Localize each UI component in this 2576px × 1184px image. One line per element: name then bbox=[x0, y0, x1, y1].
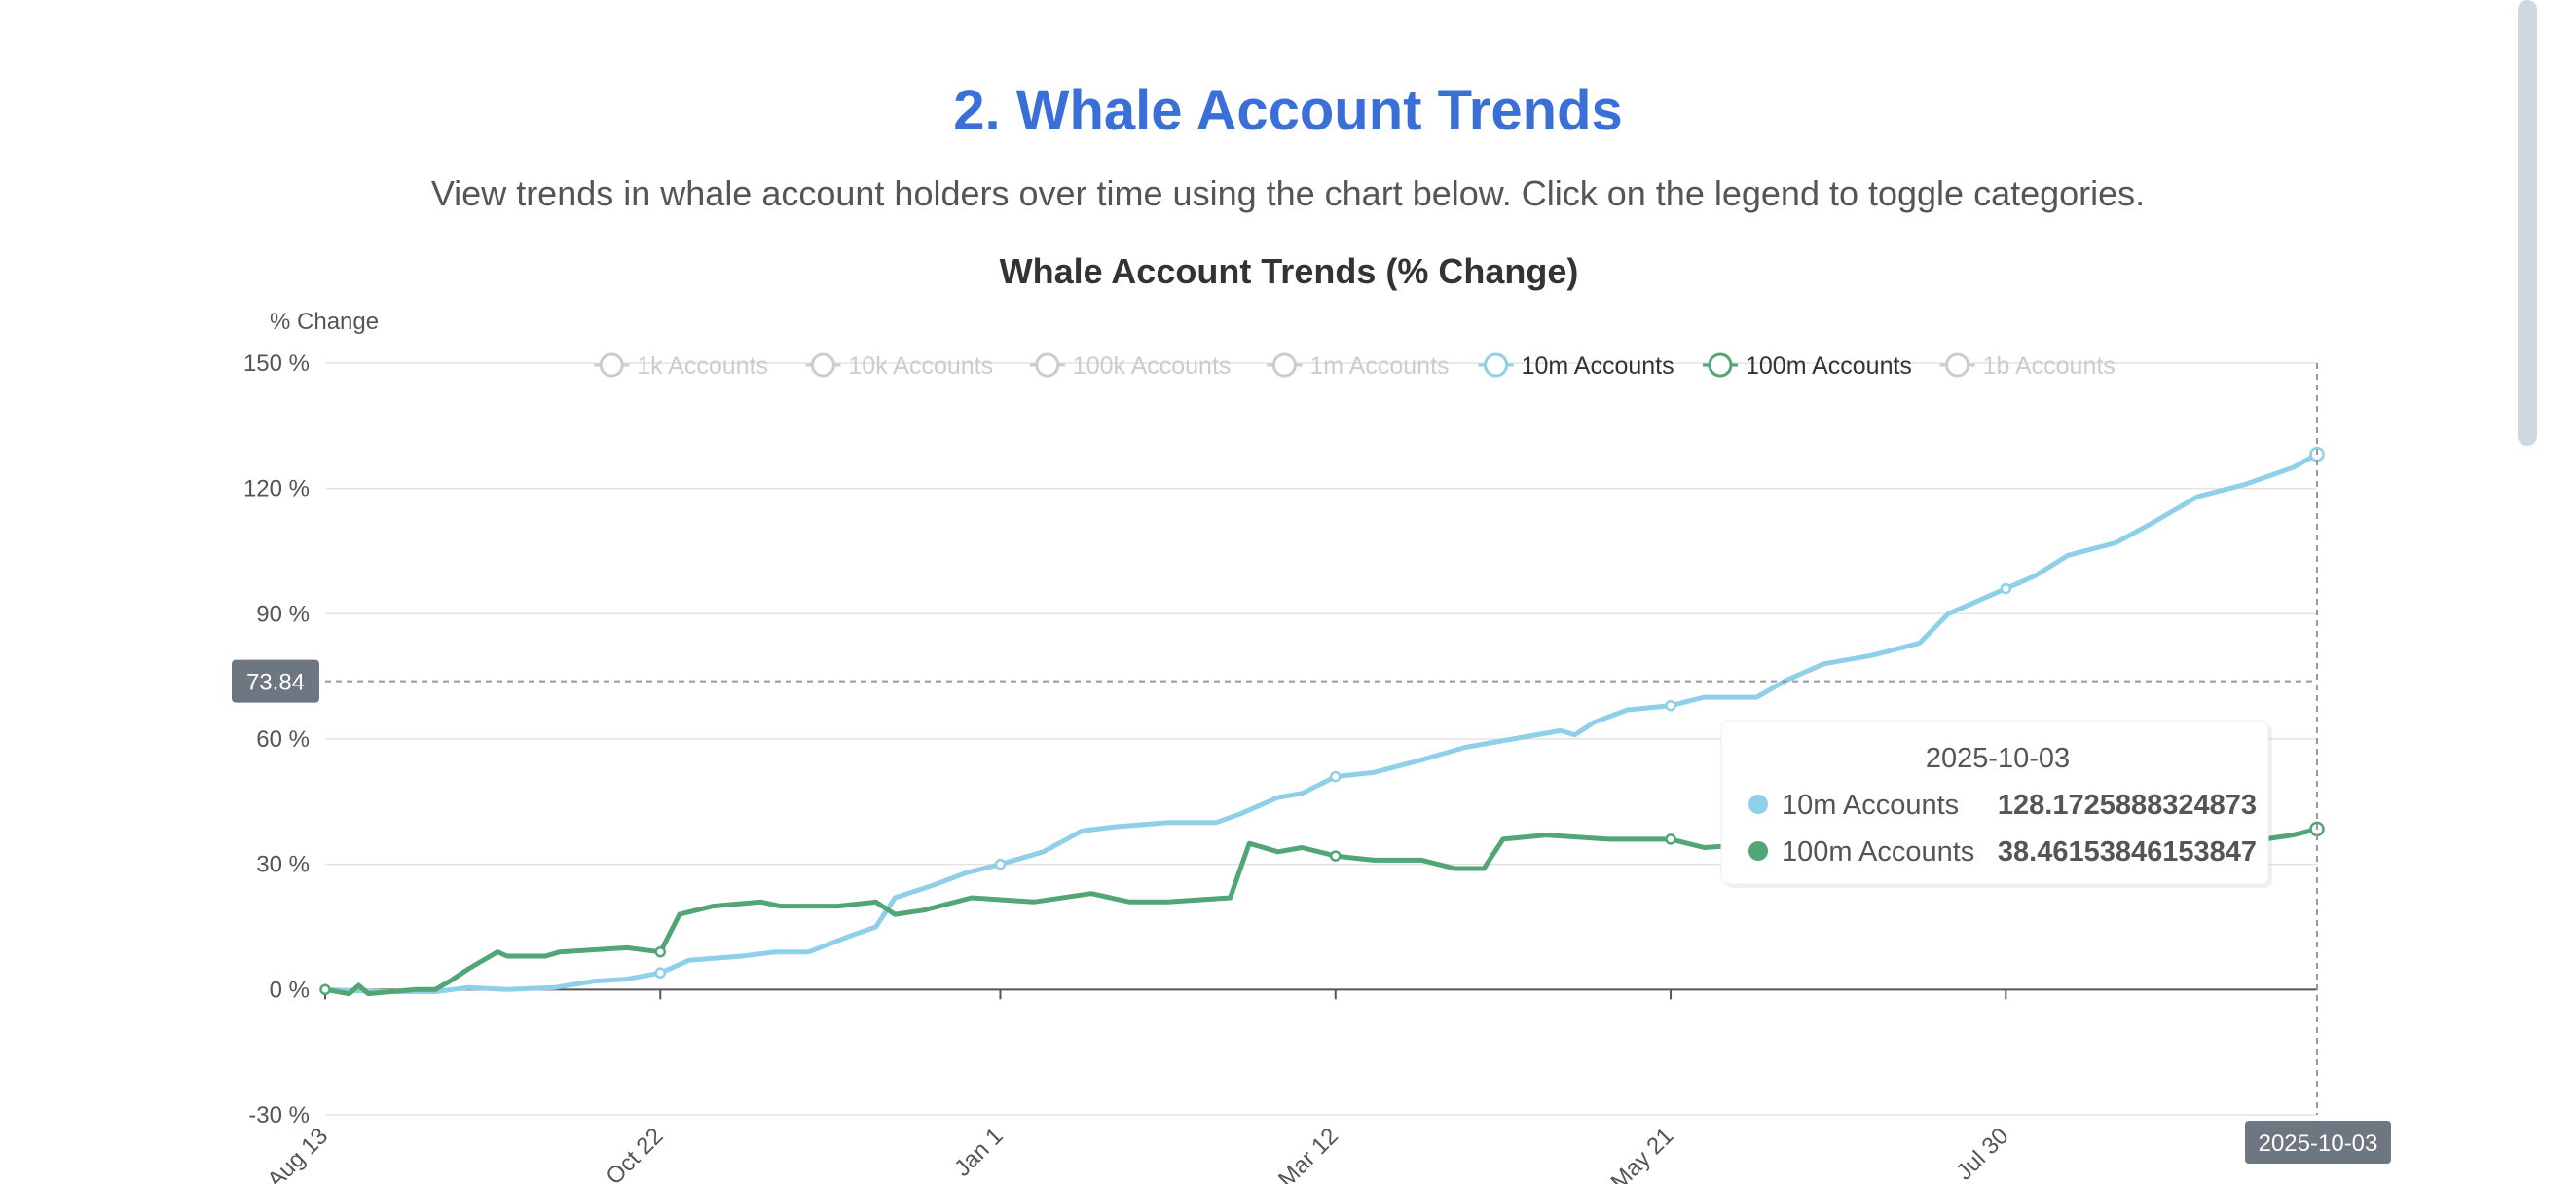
x-tick-label: Mar 12 bbox=[1273, 1123, 1343, 1184]
legend-marker bbox=[1271, 352, 1297, 378]
data-point-10m-accounts bbox=[2000, 582, 2012, 595]
legend-item-100m-accounts[interactable]: 100m Accounts bbox=[1703, 352, 1912, 380]
legend-label[interactable]: 1b Accounts bbox=[1983, 352, 2116, 380]
crosshair-x-label: 2025-10-03 bbox=[2259, 1130, 2378, 1157]
x-tick-label: Jul 30 bbox=[1951, 1123, 2013, 1184]
crosshair-y-label: 73.84 bbox=[246, 670, 305, 696]
tooltip-color-dot bbox=[1748, 841, 1768, 861]
y-tick-label: 150 % bbox=[243, 351, 310, 377]
y-tick-label: 60 % bbox=[256, 726, 310, 753]
tooltip: 2025-10-03 10m Accounts 128.1725888324873 1… bbox=[1720, 720, 2272, 888]
data-point-100m-accounts bbox=[319, 983, 331, 996]
data-point-100m-accounts bbox=[654, 945, 667, 958]
page-title: 2. Whale Account Trends bbox=[953, 79, 1623, 142]
scrollbar-thumb[interactable] bbox=[2518, 0, 2537, 446]
tooltip-series-name: 10m Accounts bbox=[1782, 790, 1959, 821]
y-tick-label: 90 % bbox=[256, 601, 310, 627]
legend-item-1k-accounts[interactable]: 1k Accounts bbox=[594, 352, 768, 380]
legend-marker bbox=[1945, 352, 1970, 378]
legend-label[interactable]: 100m Accounts bbox=[1746, 352, 1912, 380]
data-point-10m-accounts bbox=[1665, 699, 1676, 712]
legend-item-1m-accounts[interactable]: 1m Accounts bbox=[1267, 352, 1450, 380]
y-tick-label: 30 % bbox=[256, 852, 310, 878]
tooltip-series-name: 100m Accounts bbox=[1782, 836, 1974, 868]
x-tick-label: Jan 1 bbox=[949, 1123, 1009, 1182]
crosshair-x-badge bbox=[2245, 1121, 2391, 1164]
legend-label[interactable]: 1k Accounts bbox=[637, 352, 768, 380]
y-tick-label: 0 % bbox=[270, 977, 310, 1003]
tooltip-series-value: 38.46153846153847 bbox=[1998, 836, 2257, 868]
tooltip-date: 2025-10-03 bbox=[1926, 743, 2070, 774]
data-point-100m-accounts bbox=[1330, 850, 1342, 862]
data-point-10m-accounts bbox=[994, 858, 1007, 870]
legend-marker bbox=[1035, 352, 1060, 378]
legend-item-10m-accounts[interactable]: 10m Accounts bbox=[1478, 352, 1674, 380]
data-point-10m-accounts bbox=[654, 967, 667, 979]
legend-label[interactable]: 1m Accounts bbox=[1309, 352, 1449, 380]
data-point-100m-accounts bbox=[1665, 833, 1676, 845]
crosshair: 73.84 2025-10-03 bbox=[232, 363, 2391, 1164]
legend-marker bbox=[599, 352, 624, 378]
x-tick-label: May 21 bbox=[1606, 1123, 1679, 1184]
legend[interactable]: 1k Accounts 10k Accounts 100k Accounts 1m A… bbox=[594, 352, 2116, 380]
tooltip-box bbox=[1720, 720, 2269, 885]
legend-marker bbox=[1484, 352, 1509, 378]
tooltip-series-value: 128.1725888324873 bbox=[1998, 790, 2257, 821]
page-description: View trends in whale account holders ove… bbox=[430, 173, 2146, 213]
x-tick-label: Oct 22 bbox=[601, 1123, 668, 1184]
data-point-10m-accounts bbox=[1330, 770, 1342, 783]
crosshair-y-badge bbox=[232, 659, 319, 703]
legend-marker bbox=[1708, 352, 1733, 378]
legend-marker bbox=[810, 352, 835, 378]
legend-item-100k-accounts[interactable]: 100k Accounts bbox=[1029, 352, 1232, 380]
legend-label[interactable]: 100k Accounts bbox=[1073, 352, 1232, 380]
series-line-10m-accounts bbox=[324, 452, 2319, 994]
legend-label[interactable]: 10m Accounts bbox=[1522, 352, 1674, 380]
y-tick-label: 120 % bbox=[243, 476, 310, 502]
legend-item-1b-accounts[interactable]: 1b Accounts bbox=[1939, 352, 2116, 380]
tooltip-color-dot bbox=[1748, 795, 1768, 814]
y-tick-label: -30 % bbox=[248, 1102, 310, 1128]
legend-item-10k-accounts[interactable]: 10k Accounts bbox=[805, 352, 993, 380]
legend-label[interactable]: 10k Accounts bbox=[848, 352, 993, 380]
y-axis-label: % Change bbox=[270, 309, 379, 335]
x-tick-label: Aug 13 bbox=[262, 1123, 333, 1184]
chart-title: Whale Account Trends (% Change) bbox=[1000, 251, 1579, 291]
